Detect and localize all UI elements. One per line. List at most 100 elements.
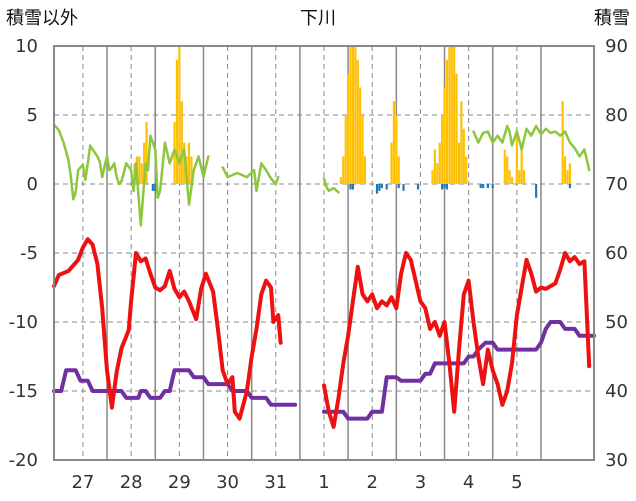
- precipitation-bar: [462, 128, 465, 184]
- left-tick-label: -5: [20, 243, 38, 264]
- day-tick-label: 2: [366, 472, 377, 493]
- wind-bar: [397, 184, 400, 189]
- day-tick-label: 1: [318, 472, 329, 493]
- precipitation-bar: [392, 101, 395, 184]
- wind-bar: [535, 184, 538, 198]
- right-tick-label: 30: [605, 450, 628, 471]
- chart-title: 下川: [300, 8, 336, 29]
- wind-bar: [482, 184, 485, 189]
- precipitation-bar: [397, 156, 400, 184]
- precipitation-bar: [441, 115, 444, 184]
- bar-series: [133, 46, 571, 198]
- precipitation-bar: [140, 163, 143, 184]
- left-tick-label: 5: [27, 105, 38, 126]
- precipitation-bar: [506, 156, 509, 184]
- precipitation-bar: [510, 177, 514, 184]
- wind-bar: [154, 184, 157, 191]
- wind-bar: [416, 184, 420, 190]
- temperature-line: [52, 237, 283, 421]
- right-tick-label: 40: [605, 381, 628, 402]
- precipitation-bar: [443, 87, 446, 184]
- wind-bar: [378, 184, 381, 191]
- precipitation-bar: [359, 87, 362, 184]
- right-tick-label: 60: [605, 243, 628, 264]
- temperature-line: [322, 251, 592, 429]
- right-axis-label: 積雪: [594, 8, 630, 29]
- precipitation-bar: [339, 177, 342, 184]
- wind-bar: [385, 184, 388, 190]
- precipitation-bar: [460, 101, 463, 184]
- precipitation-bar: [347, 73, 350, 184]
- sunshine-line: [52, 123, 210, 227]
- wind-bar: [479, 184, 482, 189]
- right-tick-label: 80: [605, 105, 628, 126]
- sunshine-line: [221, 162, 280, 193]
- wind-bar: [375, 184, 379, 194]
- wind-bar: [441, 184, 444, 190]
- left-axis-ticks: 10 5 0 -5 -10 -15 -20: [9, 36, 38, 471]
- snow_depth-line: [322, 320, 596, 421]
- precipitation-bar: [457, 142, 461, 184]
- precipitation-bar: [431, 170, 434, 184]
- precipitation-bar: [566, 170, 569, 184]
- precipitation-bar: [568, 163, 571, 184]
- left-tick-label: 10: [15, 36, 38, 57]
- precipitation-bar: [503, 149, 506, 184]
- day-tick-label: 4: [463, 472, 474, 493]
- day-tick-label: 3: [415, 472, 426, 493]
- precipitation-bar: [349, 46, 352, 184]
- right-tick-label: 90: [605, 36, 628, 57]
- left-tick-label: -15: [9, 381, 38, 402]
- x-axis-ticks: 27 28 29 30 31 1 2 3 4 5: [71, 472, 522, 493]
- precipitation-bar: [515, 128, 518, 184]
- precipitation-bar: [187, 142, 191, 184]
- wind-bar: [402, 184, 405, 191]
- precipitation-bar: [445, 59, 449, 184]
- precipitation-bar: [178, 46, 181, 184]
- day-tick-label: 31: [264, 472, 287, 493]
- wind-bar: [568, 184, 571, 189]
- left-tick-label: -20: [9, 450, 38, 471]
- precipitation-bar: [453, 46, 456, 184]
- precipitation-bar: [138, 156, 141, 184]
- precipitation-bar: [390, 142, 393, 184]
- left-tick-label: -10: [9, 312, 38, 333]
- sunshine-line: [472, 124, 591, 172]
- right-tick-label: 50: [605, 312, 628, 333]
- precipitation-bar: [356, 59, 359, 184]
- precipitation-bar: [438, 142, 441, 184]
- wind-bar: [349, 184, 352, 190]
- precipitation-bar: [395, 115, 398, 184]
- precipitation-bar: [523, 170, 526, 184]
- day-tick-label: 28: [120, 472, 143, 493]
- precipitation-bar: [455, 73, 458, 184]
- line-series: [52, 123, 596, 429]
- wind-bar: [380, 184, 383, 189]
- precipitation-bar: [436, 163, 439, 184]
- left-tick-label: 0: [27, 174, 38, 195]
- grid-lines: [54, 46, 594, 460]
- precipitation-bar: [145, 121, 148, 184]
- day-tick-label: 27: [71, 472, 94, 493]
- precipitation-bar: [518, 170, 521, 184]
- precipitation-bar: [561, 101, 564, 184]
- plot-frame: [53, 45, 595, 461]
- precipitation-bar: [363, 156, 367, 184]
- precipitation-bar: [361, 115, 364, 184]
- precipitation-bar: [180, 101, 183, 184]
- wind-bar: [351, 184, 355, 190]
- precipitation-bar: [563, 156, 567, 184]
- precipitation-bar: [175, 59, 179, 184]
- wind-bar: [491, 184, 494, 189]
- wind-bar: [443, 184, 446, 189]
- precipitation-bar: [342, 156, 345, 184]
- day-tick-label: 30: [216, 472, 239, 493]
- day-tick-label: 5: [511, 472, 522, 493]
- left-axis-label: 積雪以外: [6, 8, 78, 29]
- snow_depth-line: [52, 368, 298, 407]
- day-tick-label: 29: [168, 472, 191, 493]
- wind-bar: [151, 184, 154, 191]
- precipitation-bar: [190, 156, 193, 184]
